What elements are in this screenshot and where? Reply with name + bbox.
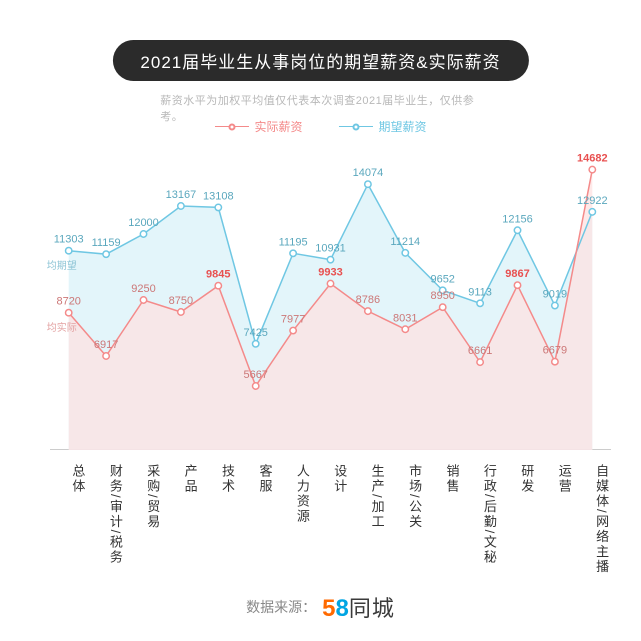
chart-title: 2021届毕业生从事岗位的期望薪资&实际薪资 [112, 40, 528, 81]
source-line: 数据来源： 58同城 [246, 591, 395, 623]
axis-badge-actual: 均实际 [47, 319, 77, 334]
svg-text:8031: 8031 [393, 312, 417, 324]
svg-text:14682: 14682 [577, 153, 608, 165]
svg-text:9933: 9933 [318, 267, 342, 279]
svg-text:13108: 13108 [203, 190, 234, 202]
svg-text:5667: 5667 [243, 369, 267, 381]
svg-text:9845: 9845 [206, 269, 230, 281]
svg-text:11159: 11159 [92, 237, 121, 249]
svg-text:8786: 8786 [356, 294, 380, 306]
svg-text:8950: 8950 [430, 290, 454, 302]
svg-text:11303: 11303 [54, 234, 84, 246]
x-axis-label: 产品 [162, 460, 199, 580]
svg-text:8720: 8720 [56, 296, 80, 308]
x-axis-label: 人力资源 [274, 460, 311, 580]
svg-text:12922: 12922 [577, 195, 608, 207]
svg-text:11214: 11214 [390, 236, 420, 248]
svg-text:10931: 10931 [315, 243, 346, 255]
x-axis: 总体财务/审计/税务采购/贸易产品技术客服人力资源设计生产/加工市场/公关销售行… [50, 460, 611, 580]
x-axis-label: 销售 [424, 460, 461, 580]
legend-item-actual: 实际薪资 [214, 118, 302, 135]
x-axis-label: 自媒体/网络主播 [574, 460, 611, 580]
svg-text:14074: 14074 [353, 167, 384, 179]
svg-text:9652: 9652 [430, 273, 454, 285]
logo-8: 8 [335, 595, 348, 622]
x-axis-label: 财务/审计/税务 [87, 460, 124, 580]
x-axis-label: 总体 [50, 460, 87, 580]
x-axis-label: 运营 [536, 460, 573, 580]
legend-label-expected: 期望薪资 [379, 118, 427, 135]
svg-text:9250: 9250 [131, 283, 155, 295]
svg-text:9113: 9113 [468, 286, 492, 298]
legend-item-expected: 期望薪资 [339, 118, 427, 135]
svg-text:12000: 12000 [128, 217, 159, 229]
x-axis-label: 研发 [499, 460, 536, 580]
svg-text:7977: 7977 [281, 314, 305, 326]
x-axis-label: 生产/加工 [349, 460, 386, 580]
svg-text:6679: 6679 [543, 345, 567, 357]
source-logo: 58同城 [322, 591, 395, 623]
svg-text:11195: 11195 [279, 236, 308, 248]
x-axis-label: 行政/后勤/文秘 [461, 460, 498, 580]
svg-text:6661: 6661 [468, 345, 492, 357]
svg-text:9019: 9019 [543, 289, 567, 301]
svg-text:6917: 6917 [94, 339, 118, 351]
legend-swatch-actual [214, 126, 248, 127]
legend: 实际薪资 期望薪资 [214, 118, 426, 135]
source-prefix: 数据来源： [246, 597, 316, 617]
axis-badge-expected: 均期望 [47, 257, 77, 272]
svg-text:13167: 13167 [166, 189, 197, 201]
svg-text:12156: 12156 [502, 213, 533, 225]
svg-text:8750: 8750 [169, 295, 193, 307]
x-axis-label: 市场/公关 [387, 460, 424, 580]
x-axis-label: 设计 [312, 460, 349, 580]
logo-5: 5 [322, 595, 335, 622]
x-axis-label: 客服 [237, 460, 274, 580]
legend-label-actual: 实际薪资 [254, 118, 302, 135]
svg-text:9867: 9867 [505, 268, 529, 280]
svg-text:7425: 7425 [243, 327, 267, 339]
logo-text: 同城 [349, 596, 395, 621]
legend-swatch-expected [339, 126, 373, 127]
x-axis-label: 技术 [200, 460, 237, 580]
x-axis-label: 采购/贸易 [125, 460, 162, 580]
chart-plot-area: 11303 11159 12000 13167 13108 7425 11195 10931 1… [50, 150, 611, 450]
chart-svg: 11303 11159 12000 13167 13108 7425 11195 10931 1… [50, 150, 611, 450]
